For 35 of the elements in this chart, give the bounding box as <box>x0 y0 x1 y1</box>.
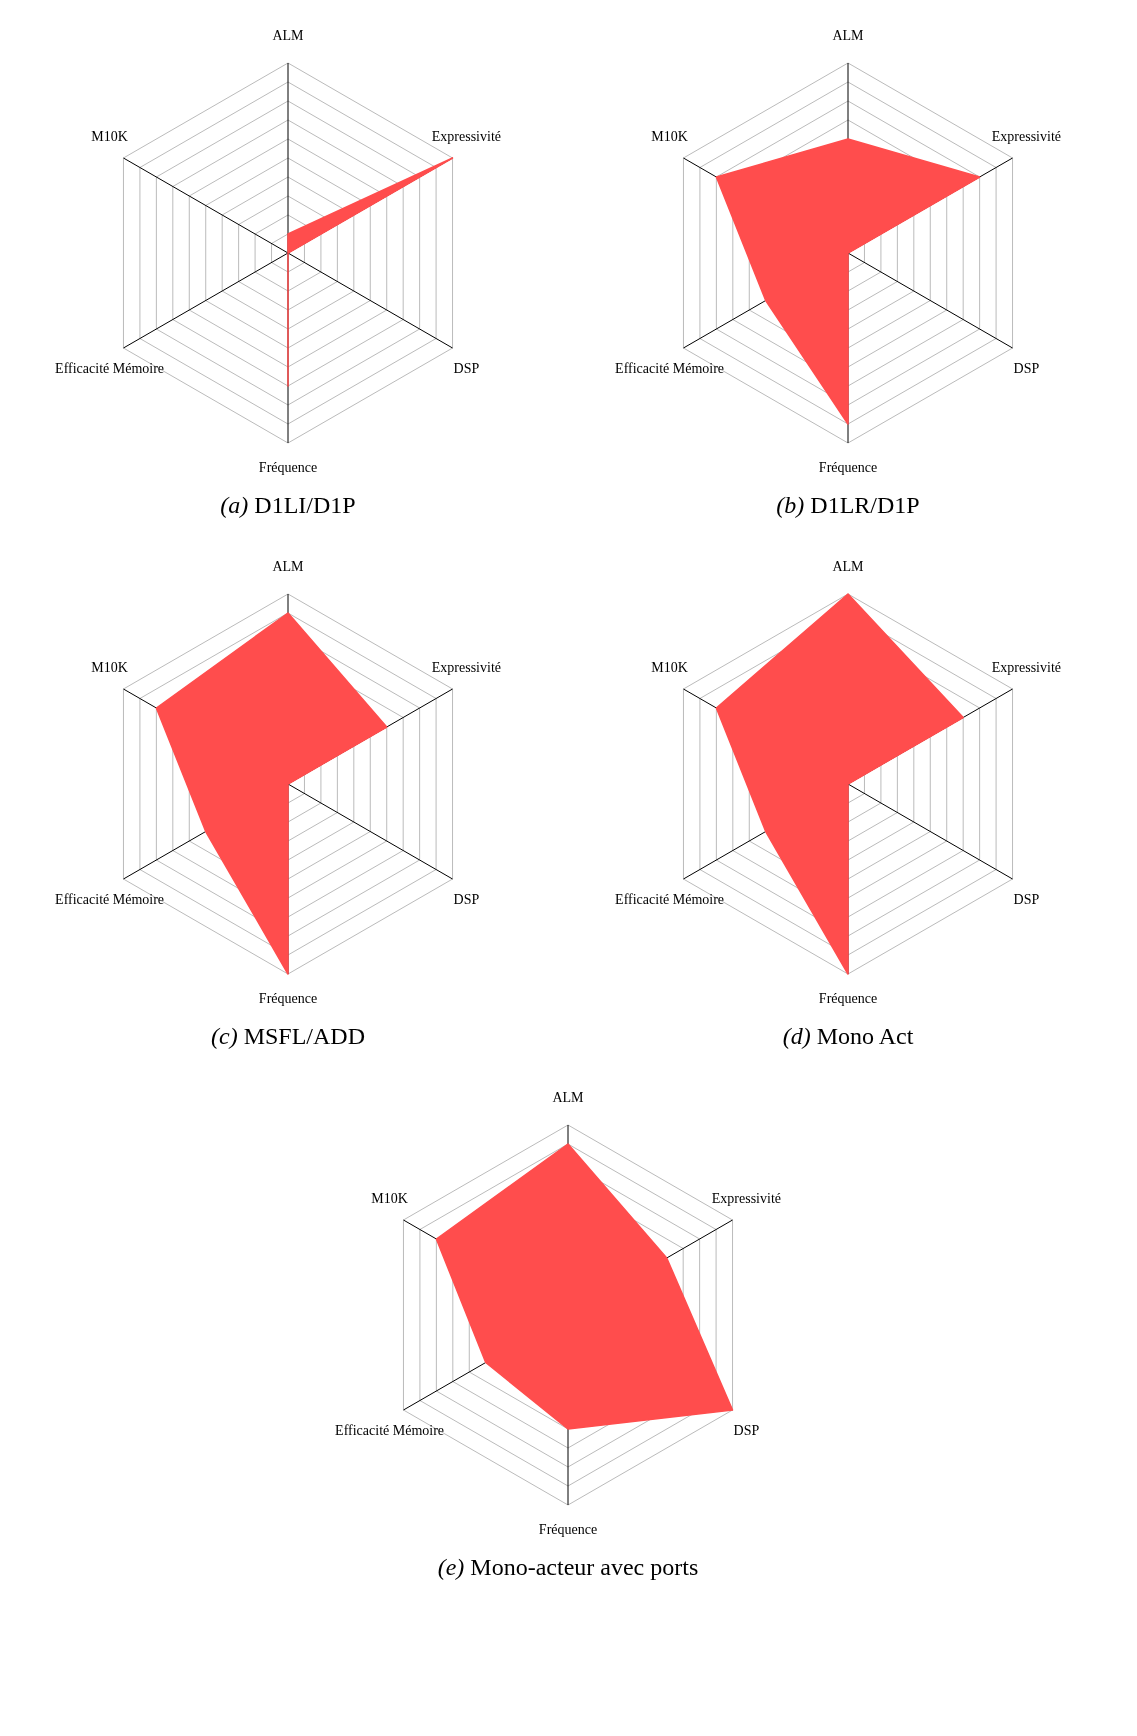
spoke-label: Expressivité <box>991 129 1062 145</box>
spoke-label: Fréquence <box>258 460 318 476</box>
spoke-label: Efficacité Mémoire <box>55 361 165 377</box>
spoke-label: ALM <box>832 28 865 44</box>
spoke-label: Efficacité Mémoire <box>55 892 165 908</box>
spoke-label: ALM <box>272 28 305 44</box>
spoke-label: Efficacité Mémoire <box>615 361 725 377</box>
spoke-label: M10K <box>91 129 128 145</box>
spoke-label: M10K <box>651 660 688 676</box>
spoke-label: ALM <box>272 559 305 575</box>
text: (c) MSFL/ADD <box>211 1023 365 1049</box>
spoke-label: DSP <box>453 361 480 377</box>
spoke-label: DSP <box>1013 361 1040 377</box>
spoke-label: Fréquence <box>258 991 318 1007</box>
spoke-label: Expressivité <box>431 660 502 676</box>
spoke-label: Fréquence <box>818 460 878 476</box>
spoke-label: M10K <box>371 1191 408 1207</box>
spoke-label: ALM <box>552 1090 585 1106</box>
spoke-label: M10K <box>651 129 688 145</box>
spoke-label: DSP <box>733 1423 760 1439</box>
text: (a) D1LI/D1P <box>220 492 356 518</box>
spoke-label: Expressivité <box>711 1191 782 1207</box>
spoke-label: Fréquence <box>538 1522 598 1538</box>
spoke-label: Efficacité Mémoire <box>615 892 725 908</box>
spoke-label: M10K <box>91 660 128 676</box>
spoke-label: Fréquence <box>818 991 878 1007</box>
spoke-label: Efficacité Mémoire <box>335 1423 445 1439</box>
text: (e) Mono-acteur avec ports <box>437 1554 699 1580</box>
spoke-label: DSP <box>453 892 480 908</box>
spoke-label: Expressivité <box>431 129 502 145</box>
spoke-label: DSP <box>1013 892 1040 908</box>
text: (b) D1LR/D1P <box>776 492 920 518</box>
spoke-label: ALM <box>832 559 865 575</box>
text: (d) Mono Act <box>782 1023 914 1049</box>
spoke-label: Expressivité <box>991 660 1062 676</box>
